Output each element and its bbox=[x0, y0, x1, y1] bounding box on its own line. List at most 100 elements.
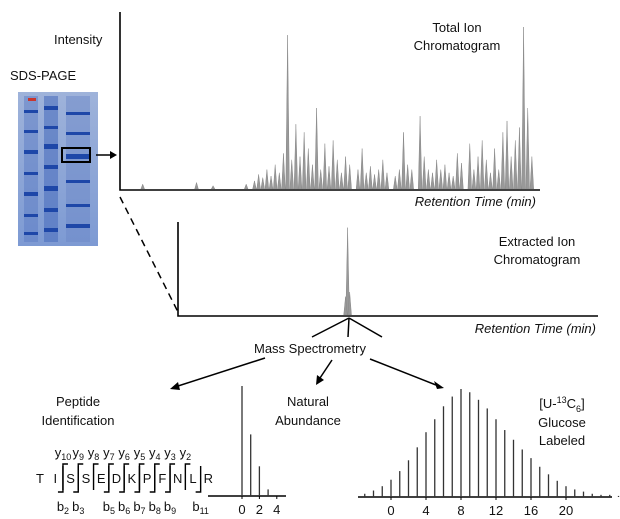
peptide-title: Identification bbox=[42, 413, 115, 428]
ion-letter: b bbox=[118, 499, 125, 514]
tic-peak bbox=[442, 164, 447, 190]
ion-index: 10 bbox=[61, 452, 71, 462]
y-ion: y5 bbox=[134, 445, 146, 462]
eic-axes bbox=[177, 222, 598, 317]
labeled-title: [U-13C6] bbox=[539, 395, 584, 414]
tic-peak bbox=[529, 156, 534, 190]
tic-peak bbox=[376, 169, 381, 190]
tic-peak bbox=[422, 156, 427, 190]
tic-peak bbox=[364, 172, 369, 190]
residue: I bbox=[53, 471, 57, 486]
tic-axes bbox=[119, 12, 540, 191]
x-tick-label: 0 bbox=[238, 502, 245, 517]
tic-title: Total Ion bbox=[432, 20, 481, 35]
labeled-title: Labeled bbox=[539, 433, 585, 448]
tic-peak bbox=[434, 159, 439, 190]
tic-peak bbox=[492, 148, 497, 190]
cleavage bbox=[149, 466, 156, 493]
ion-letter: y bbox=[55, 445, 62, 460]
tic-peak bbox=[504, 120, 510, 190]
tic-peak bbox=[393, 176, 398, 190]
ion-index: 3 bbox=[79, 506, 84, 516]
tic-peak bbox=[509, 156, 514, 190]
y-ion: y2 bbox=[180, 445, 192, 462]
ion-letter: b bbox=[164, 499, 171, 514]
tic-peak bbox=[285, 35, 290, 190]
ion-index: 9 bbox=[79, 452, 84, 462]
residue: T bbox=[36, 471, 44, 486]
cleavage bbox=[165, 466, 171, 493]
b-ion: b11 bbox=[192, 499, 209, 516]
tic-peak bbox=[331, 140, 336, 190]
ion-letter: y bbox=[134, 445, 141, 460]
b-ion: b8 bbox=[149, 499, 161, 516]
tic-peak bbox=[500, 132, 505, 190]
residue: D bbox=[112, 471, 121, 486]
gel-image bbox=[18, 92, 98, 246]
tic-peak bbox=[260, 177, 265, 190]
tic-peak bbox=[459, 163, 464, 190]
ion-index: 5 bbox=[110, 506, 115, 516]
tic-peak bbox=[384, 172, 390, 190]
tic-peak bbox=[397, 169, 402, 190]
residue: S bbox=[82, 471, 91, 486]
ion-index: 2 bbox=[64, 506, 69, 516]
tic-title: Chromatogram bbox=[414, 38, 501, 53]
tic-peak bbox=[314, 107, 319, 190]
x-tick-label: 0 bbox=[387, 503, 394, 518]
ion-letter: y bbox=[149, 445, 156, 460]
ion-letter: b bbox=[133, 499, 140, 514]
tic-peak bbox=[322, 143, 327, 190]
tic-peak bbox=[525, 107, 530, 190]
tic-peak bbox=[430, 172, 435, 190]
cleavage bbox=[119, 466, 125, 493]
ion-letter: y bbox=[103, 445, 110, 460]
tic-peak bbox=[455, 153, 460, 190]
y-ion: y7 bbox=[103, 445, 115, 462]
ion-index: 5 bbox=[140, 452, 145, 462]
tic-peak bbox=[318, 169, 323, 190]
cleavage bbox=[103, 466, 110, 493]
x-tick-label: 2 bbox=[256, 502, 263, 517]
ion-index: 7 bbox=[141, 506, 146, 516]
tic-peak bbox=[339, 172, 344, 190]
cleavage bbox=[184, 463, 191, 490]
residue: F bbox=[158, 471, 166, 486]
ion-index: 9 bbox=[171, 506, 176, 516]
tic-peak bbox=[140, 183, 145, 190]
ion-letter: b bbox=[149, 499, 156, 514]
tic-peak bbox=[306, 148, 311, 190]
ion-index: 2 bbox=[186, 452, 191, 462]
ion-index: 11 bbox=[200, 506, 209, 516]
b-ion: b7 bbox=[133, 499, 145, 516]
y-ion: y6 bbox=[118, 445, 130, 462]
tic-peak bbox=[273, 164, 278, 190]
gel-label: SDS-PAGE bbox=[10, 68, 77, 83]
tic-peak bbox=[347, 164, 352, 190]
b-ion: b9 bbox=[164, 499, 176, 516]
eic-x-label: Retention Time (min) bbox=[475, 321, 596, 336]
natural-title: Natural bbox=[287, 394, 329, 409]
tic-peak bbox=[210, 185, 216, 190]
x-tick-label: 20 bbox=[559, 503, 573, 518]
x-tick-label: 12 bbox=[489, 503, 503, 518]
ion-letter: y bbox=[180, 445, 187, 460]
ion-index: 4 bbox=[155, 452, 160, 462]
tic-peak bbox=[471, 169, 476, 190]
ion-index: 7 bbox=[110, 452, 115, 462]
x-tick-label: 4 bbox=[422, 503, 429, 518]
tic-peak bbox=[355, 169, 361, 190]
tic-peak bbox=[451, 176, 456, 190]
tic-peak bbox=[302, 132, 307, 190]
peptide-title: Peptide bbox=[56, 394, 100, 409]
eic-peak bbox=[343, 296, 348, 316]
labeled-title: Glucose bbox=[538, 415, 586, 430]
eic-title: Extracted Ion bbox=[499, 234, 576, 249]
ion-index: 8 bbox=[156, 506, 161, 516]
residue: S bbox=[66, 471, 75, 486]
tic-peak bbox=[326, 166, 332, 190]
tic-peak bbox=[360, 148, 365, 190]
ion-index: 3 bbox=[171, 452, 176, 462]
